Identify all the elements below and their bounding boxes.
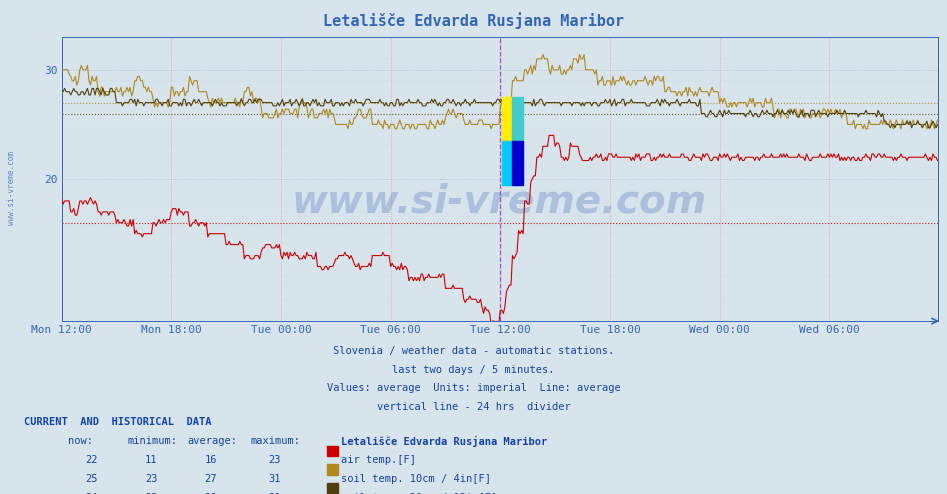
Text: soil temp. 10cm / 4in[F]: soil temp. 10cm / 4in[F] [341,474,491,484]
Text: Letališče Edvarda Rusjana Maribor: Letališče Edvarda Rusjana Maribor [323,12,624,29]
Text: average:: average: [188,436,238,446]
Text: 23: 23 [268,455,280,465]
Bar [502,97,512,141]
Text: www.si-vreme.com: www.si-vreme.com [292,183,707,221]
Text: 26: 26 [205,493,217,494]
Bar [502,141,512,185]
Text: 24: 24 [85,493,98,494]
Text: soil temp. 30cm / 12in[F]: soil temp. 30cm / 12in[F] [341,493,497,494]
Text: 23: 23 [145,474,157,484]
Text: vertical line - 24 hrs  divider: vertical line - 24 hrs divider [377,402,570,412]
Text: 31: 31 [268,474,280,484]
Bar [512,97,523,141]
Text: 27: 27 [205,474,217,484]
Text: www.si-vreme.com: www.si-vreme.com [7,151,16,225]
Text: 23: 23 [145,493,157,494]
Text: air temp.[F]: air temp.[F] [341,455,416,465]
Text: Letališče Edvarda Rusjana Maribor: Letališče Edvarda Rusjana Maribor [341,436,547,447]
Text: 22: 22 [85,455,98,465]
Text: maximum:: maximum: [251,436,301,446]
Bar [512,141,523,185]
Text: now:: now: [68,436,93,446]
Text: last two days / 5 minutes.: last two days / 5 minutes. [392,365,555,374]
Text: 25: 25 [85,474,98,484]
Text: Values: average  Units: imperial  Line: average: Values: average Units: imperial Line: av… [327,383,620,393]
Text: 11: 11 [145,455,157,465]
Text: 16: 16 [205,455,217,465]
Text: minimum:: minimum: [128,436,178,446]
Text: CURRENT  AND  HISTORICAL  DATA: CURRENT AND HISTORICAL DATA [24,417,211,427]
Text: 29: 29 [268,493,280,494]
Text: Slovenia / weather data - automatic stations.: Slovenia / weather data - automatic stat… [333,346,614,356]
